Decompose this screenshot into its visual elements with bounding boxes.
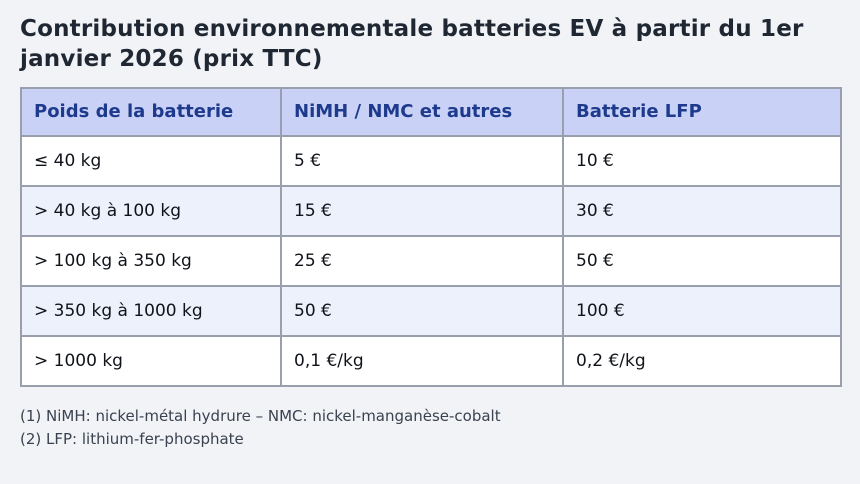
- footnote-lfp: (2) LFP: lithium-fer-phosphate: [20, 430, 244, 449]
- column-header-battery-weight: Poids de la batterie: [20, 86, 282, 137]
- weight-cell: > 1000 kg: [20, 334, 282, 387]
- table-row: ≤ 40 kg 5 € 10 €: [20, 134, 842, 187]
- table-header-row: Poids de la batterie NiMH / NMC et autre…: [20, 86, 842, 137]
- lfp-price-cell: 10 €: [562, 134, 842, 187]
- lfp-price-cell: 30 €: [562, 184, 842, 237]
- weight-cell: ≤ 40 kg: [20, 134, 282, 187]
- table-row: > 350 kg à 1000 kg 50 € 100 €: [20, 284, 842, 337]
- table-row: > 40 kg à 100 kg 15 € 30 €: [20, 184, 842, 237]
- table-row: > 1000 kg 0,1 €/kg 0,2 €/kg: [20, 334, 842, 387]
- page-title: Contribution environnementale batteries …: [20, 16, 804, 73]
- lfp-price-cell: 100 €: [562, 284, 842, 337]
- battery-contribution-table: Poids de la batterie NiMH / NMC et autre…: [20, 86, 842, 387]
- nimh-price-cell: 15 €: [280, 184, 564, 237]
- footnote-nimh-nmc: (1) NiMH: nickel-métal hydrure – NMC: ni…: [20, 406, 501, 425]
- lfp-price-cell: 0,2 €/kg: [562, 334, 842, 387]
- weight-cell: > 100 kg à 350 kg: [20, 234, 282, 287]
- lfp-price-cell: 50 €: [562, 234, 842, 287]
- table-row: > 100 kg à 350 kg 25 € 50 €: [20, 234, 842, 287]
- weight-cell: > 350 kg à 1000 kg: [20, 284, 282, 337]
- nimh-price-cell: 5 €: [280, 134, 564, 187]
- nimh-price-cell: 25 €: [280, 234, 564, 287]
- weight-cell: > 40 kg à 100 kg: [20, 184, 282, 237]
- column-header-lfp: Batterie LFP: [562, 86, 842, 137]
- nimh-price-cell: 0,1 €/kg: [280, 334, 564, 387]
- footnotes: (1) NiMH: nickel-métal hydrure – NMC: ni…: [20, 405, 840, 452]
- column-header-nimh-nmc: NiMH / NMC et autres: [280, 86, 564, 137]
- nimh-price-cell: 50 €: [280, 284, 564, 337]
